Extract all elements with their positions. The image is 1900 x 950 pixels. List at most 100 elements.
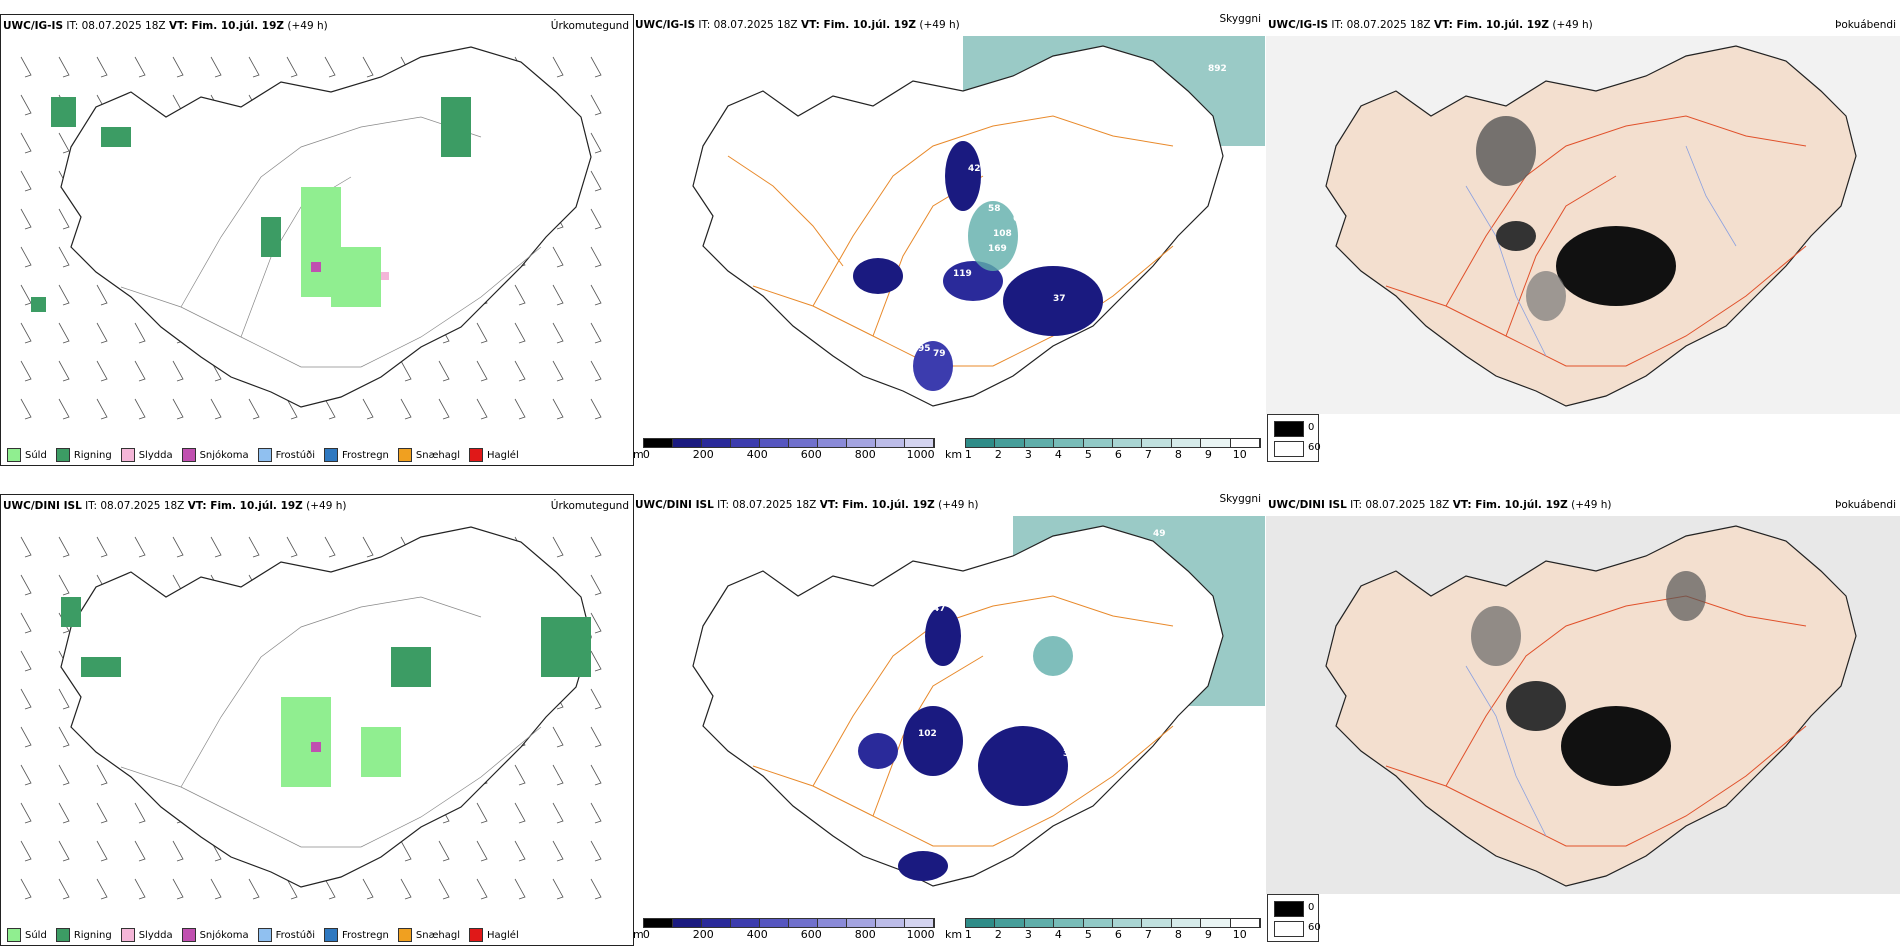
fog-legend: 0 60	[1267, 894, 1321, 942]
wind-barb	[20, 612, 32, 634]
wind-barb	[58, 574, 70, 596]
wind-barb	[96, 878, 108, 900]
colorbar-swatch	[1113, 439, 1143, 447]
precip-swatch	[181, 928, 196, 942]
wind-barb	[552, 322, 564, 344]
precip-legend-item: Snjókoma	[181, 448, 249, 462]
wind-barb	[286, 398, 298, 420]
visibility-value-label: 95	[873, 659, 886, 669]
wind-barb	[248, 878, 260, 900]
colorbar-swatch	[1083, 919, 1114, 927]
lead-time: (+49 h)	[1571, 499, 1612, 511]
wind-barb	[438, 878, 450, 900]
wind-barb	[590, 284, 602, 306]
visibility-value-label: 52	[1028, 239, 1041, 249]
colorbar-tick: 800	[854, 928, 876, 941]
wind-barb	[590, 398, 602, 420]
colorbar-swatch	[1171, 439, 1202, 447]
wind-barb	[476, 840, 488, 862]
wind-barb	[20, 322, 32, 344]
wind-barb	[590, 536, 602, 558]
wind-barb	[590, 94, 602, 116]
visibility-value-label: 40	[913, 309, 926, 319]
low-visibility-areas	[858, 606, 1073, 881]
wind-barb	[514, 360, 526, 382]
wind-barb	[20, 726, 32, 748]
colorbar-tick: 6	[1114, 448, 1122, 461]
colorbar-tick: 0	[642, 448, 650, 461]
wind-barb	[134, 322, 146, 344]
colorbar-tick: 800	[854, 448, 876, 461]
colorbar-swatch	[995, 919, 1025, 927]
wind-barb	[590, 840, 602, 862]
visibility-value-label: 108	[993, 229, 1012, 239]
precip-legend-label: Rigning	[73, 929, 112, 941]
colorbar-tick: 600	[800, 928, 822, 941]
precip-legend: Súld Rigning Slydda Snjókoma Frostúði Frostre…	[1, 926, 519, 944]
precip-swatch	[469, 448, 484, 462]
wind-barb	[552, 726, 564, 748]
fog-swatch-0	[1274, 421, 1304, 437]
visibility-value-label: 100	[763, 129, 782, 139]
visibility-value-label: 62	[1013, 214, 1026, 224]
precip-swatch	[397, 928, 412, 942]
colorbar-swatch	[731, 439, 760, 447]
precip-legend-label: Súld	[25, 929, 47, 941]
precip-legend-label: Haglél	[487, 929, 519, 941]
wind-barb	[20, 840, 32, 862]
visibility-panel-2: UWC/DINI ISL IT: 08.07.2025 18Z VT: Fim.…	[633, 493, 1265, 944]
visibility-value-label: 58	[988, 204, 1001, 214]
wind-barb	[248, 56, 260, 78]
visibility-map: 892 100 53 42 25 593 38 58 62 47 70 108 52 54 79 169 53 1…	[692, 36, 1265, 407]
wind-barb	[172, 360, 184, 382]
precip-legend-item: Rigning	[55, 928, 112, 942]
init-time: IT: 08.07.2025 18Z	[698, 19, 798, 31]
wind-barb	[20, 94, 32, 116]
iceland-outline	[1325, 45, 1857, 407]
precip-swatch	[324, 448, 338, 462]
colorbar-swatch	[673, 919, 702, 927]
colorbar-swatch	[995, 439, 1025, 447]
wind-barb	[476, 398, 488, 420]
visibility-value-label: 79	[933, 349, 946, 359]
km-colorbar: km 1 2 3 4 5 6 7 8 9 10	[945, 438, 1261, 464]
colorbar-tick: 10	[1232, 928, 1247, 941]
lead-time: (+49 h)	[1552, 19, 1593, 31]
visibility-value-label: 47	[883, 224, 896, 234]
panel-header: UWC/IG-IS IT: 08.07.2025 18Z VT: Fim. 10…	[3, 15, 328, 37]
valid-time: VT: Fim. 10.júl. 19Z	[168, 20, 285, 32]
iceland-outline	[692, 45, 1224, 407]
wind-barb	[20, 764, 32, 786]
wind-barb	[210, 878, 222, 900]
wind-barb	[590, 322, 602, 344]
wind-barb	[552, 284, 564, 306]
colorbar-tick: 1000	[906, 928, 935, 941]
wind-barb	[134, 878, 146, 900]
visibility-value-label: 157	[1033, 599, 1052, 609]
colorbar-swatch	[673, 439, 702, 447]
wind-barb	[552, 878, 564, 900]
wind-barb	[20, 688, 32, 710]
visibility-value-label: 56	[1013, 704, 1026, 714]
precip-legend-item: Slydda	[120, 448, 173, 462]
valid-time: VT: Fim. 10.júl. 19Z	[800, 19, 917, 31]
colorbar-tick: 9	[1204, 928, 1212, 941]
visibility-value-label: 25	[848, 184, 861, 194]
wind-barb	[58, 208, 70, 230]
visibility-value-label: 95	[1108, 619, 1121, 629]
colorbar-tick: 0	[642, 928, 650, 941]
precip-swatch	[7, 448, 21, 462]
height-colorbar-swatches	[643, 438, 935, 448]
height-colorbar: m 0 200 400 600 800 1000	[633, 918, 935, 944]
precip-swatch	[120, 928, 135, 942]
wind-barb	[248, 536, 260, 558]
precip-legend-item: Frostúði	[257, 448, 315, 462]
valid-time: VT: Fim. 10.júl. 19Z	[1433, 19, 1550, 31]
wind-barb	[20, 132, 32, 154]
precip-type-panel-2: UWC/DINI ISL IT: 08.07.2025 18Z VT: Fim.…	[0, 494, 634, 946]
panel-header: UWC/DINI ISL IT: 08.07.2025 18Z VT: Fim.…	[3, 495, 347, 517]
colorbar-swatch	[1142, 439, 1172, 447]
visibility-value-label: 83	[918, 679, 931, 689]
precip-legend-item: Frostregn	[324, 448, 389, 462]
